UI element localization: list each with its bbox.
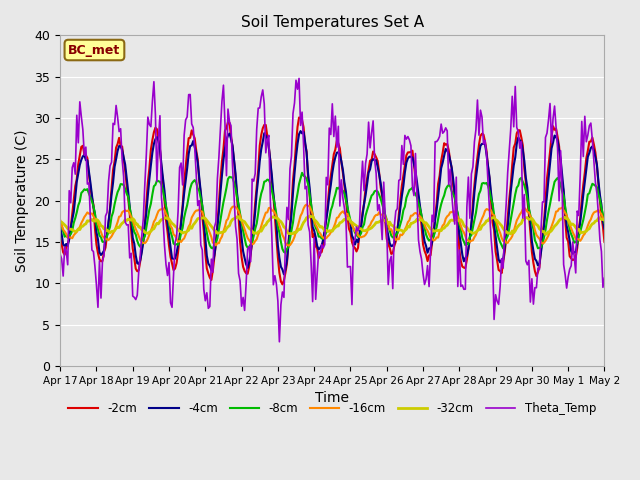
- Text: BC_met: BC_met: [68, 44, 120, 57]
- X-axis label: Time: Time: [316, 391, 349, 405]
- Y-axis label: Soil Temperature (C): Soil Temperature (C): [15, 130, 29, 272]
- Legend: -2cm, -4cm, -8cm, -16cm, -32cm, Theta_Temp: -2cm, -4cm, -8cm, -16cm, -32cm, Theta_Te…: [64, 397, 601, 420]
- Title: Soil Temperatures Set A: Soil Temperatures Set A: [241, 15, 424, 30]
